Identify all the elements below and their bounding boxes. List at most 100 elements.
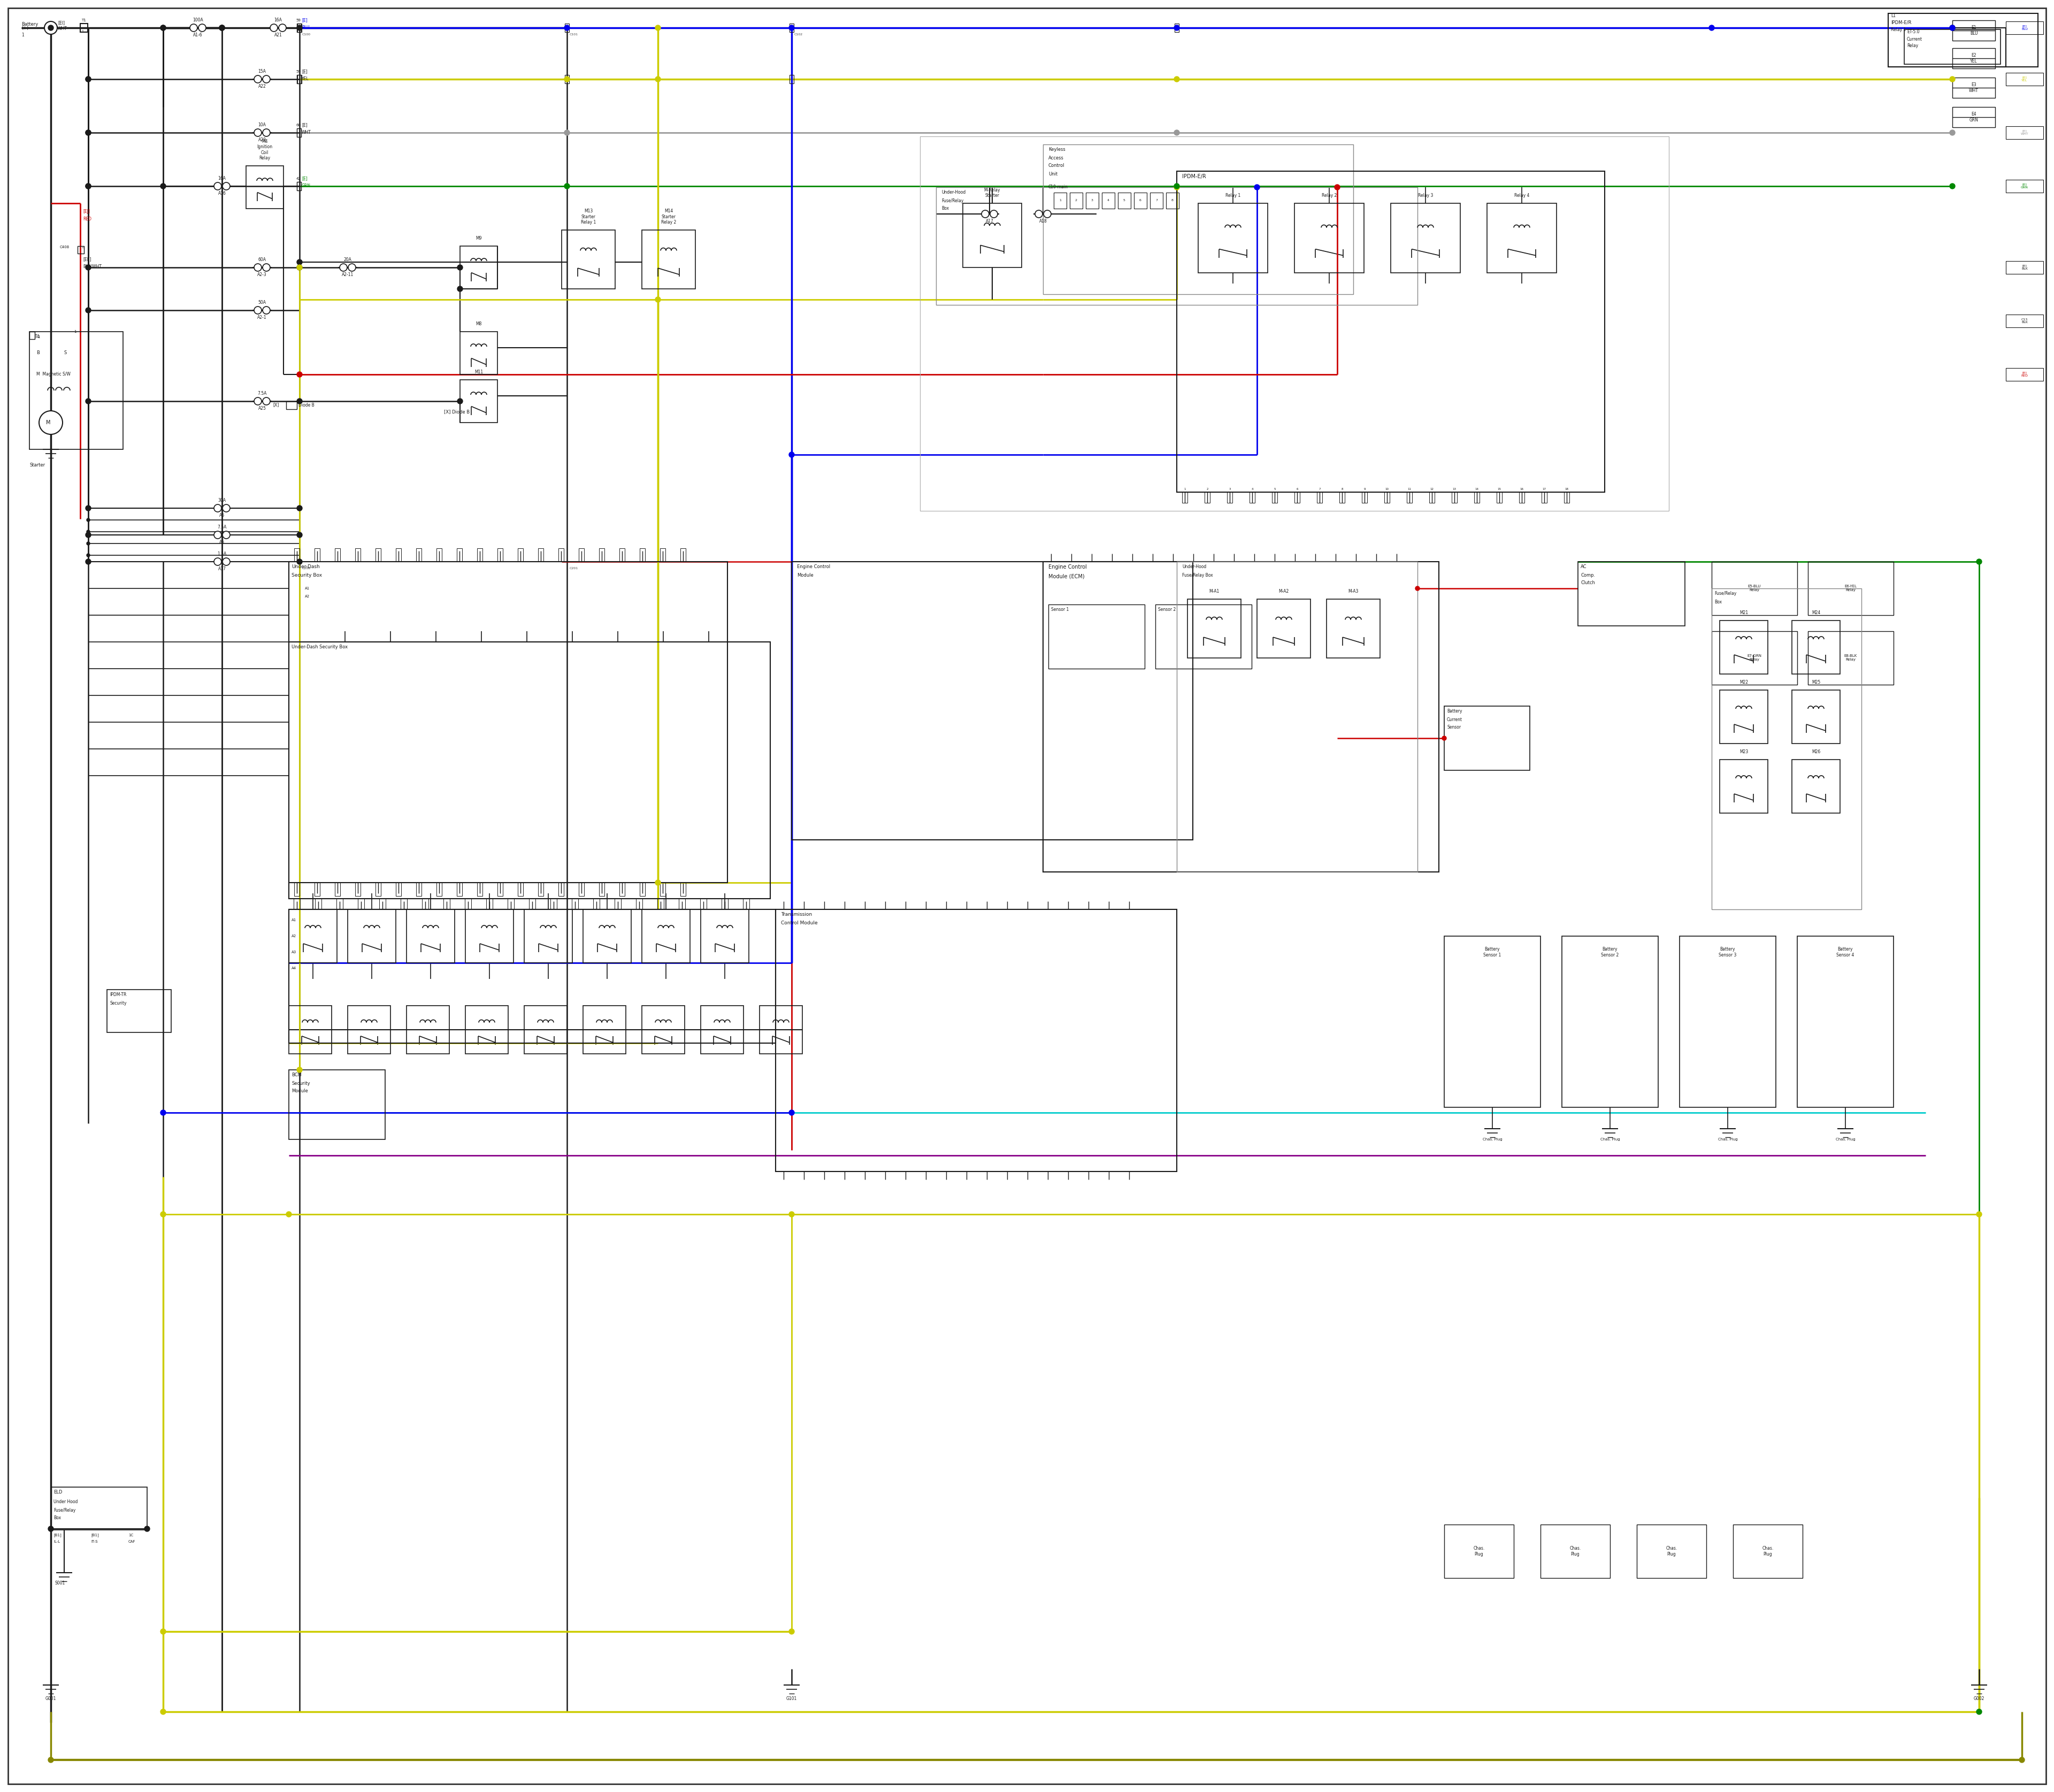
Text: M25: M25	[1812, 679, 1820, 685]
Bar	[700, 909, 750, 962]
Text: Sensor 1: Sensor 1	[1052, 607, 1068, 613]
Text: [E]
YEL: [E] YEL	[2021, 77, 2027, 82]
Bar	[583, 1005, 626, 1054]
Bar	[559, 548, 563, 561]
Text: RED: RED	[82, 217, 92, 222]
Text: Sensor 2: Sensor 2	[1158, 607, 1175, 613]
Bar	[1444, 1525, 1514, 1579]
Text: [E]
BLU: [E] BLU	[2021, 25, 2027, 30]
Text: A5: A5	[220, 539, 224, 545]
Text: A2: A2	[292, 934, 296, 937]
Text: 10A: 10A	[259, 124, 267, 127]
Circle shape	[222, 530, 230, 539]
Text: Under-Dash: Under-Dash	[292, 564, 320, 570]
Bar	[290, 1005, 331, 1054]
Bar	[1362, 493, 1368, 504]
Circle shape	[86, 507, 90, 509]
Circle shape	[1175, 25, 1179, 30]
Bar	[29, 332, 123, 450]
Circle shape	[86, 183, 90, 188]
Circle shape	[789, 25, 795, 30]
Text: Comp.: Comp.	[1582, 573, 1596, 577]
Circle shape	[220, 25, 224, 30]
Text: 1C: 1C	[127, 1534, 134, 1538]
Circle shape	[86, 554, 90, 557]
Text: 16: 16	[1520, 487, 1524, 491]
Text: C201: C201	[569, 566, 579, 570]
Bar	[2007, 367, 2044, 382]
Text: [E]: [E]	[302, 176, 308, 181]
Text: AC: AC	[1582, 564, 1588, 570]
Circle shape	[214, 504, 222, 513]
Text: E2
YEL: E2 YEL	[1970, 54, 1978, 63]
Bar	[680, 883, 686, 896]
Text: 15A: 15A	[259, 70, 267, 73]
Text: (+): (+)	[21, 25, 29, 30]
Text: A2-3: A2-3	[257, 272, 267, 278]
Bar	[1577, 561, 1684, 625]
Bar	[538, 883, 544, 896]
Bar	[298, 129, 302, 136]
Bar	[1204, 493, 1210, 504]
Bar	[1791, 690, 1840, 744]
Text: M26: M26	[1812, 749, 1820, 754]
Circle shape	[160, 1629, 166, 1634]
Circle shape	[160, 25, 166, 30]
Circle shape	[298, 260, 302, 265]
Text: Relay 2: Relay 2	[1321, 194, 1337, 197]
Bar	[700, 1005, 744, 1054]
Bar	[355, 883, 362, 896]
Bar	[460, 380, 497, 423]
Text: Battery
Sensor 4: Battery Sensor 4	[1836, 946, 1855, 957]
Bar	[2007, 179, 2044, 192]
Circle shape	[214, 557, 222, 566]
Circle shape	[160, 25, 166, 30]
Text: 16A: 16A	[218, 176, 226, 181]
Bar	[1808, 631, 1894, 685]
Bar	[294, 883, 300, 896]
Text: 60: 60	[296, 124, 300, 127]
Circle shape	[789, 1629, 795, 1634]
Text: Fuse/Relay Box: Fuse/Relay Box	[1183, 573, 1214, 577]
Circle shape	[1709, 25, 1715, 30]
Text: E4
GRN: E4 GRN	[1970, 111, 1978, 122]
Bar	[80, 23, 88, 32]
Bar	[1637, 1525, 1707, 1579]
Bar	[1719, 690, 1768, 744]
Bar	[1183, 493, 1187, 504]
Bar	[1150, 192, 1163, 208]
Bar	[347, 1005, 390, 1054]
Circle shape	[2019, 1758, 2025, 1763]
Bar	[565, 75, 569, 84]
Circle shape	[1949, 183, 1955, 188]
Text: 14: 14	[1475, 487, 1479, 491]
Bar	[550, 898, 557, 909]
Bar	[2007, 262, 2044, 274]
Circle shape	[298, 532, 302, 538]
Text: M-A1: M-A1	[1210, 590, 1220, 593]
Text: Relay 3: Relay 3	[1417, 194, 1434, 197]
Bar	[1540, 1525, 1610, 1579]
Bar	[1452, 493, 1456, 504]
Text: Chas. Plug: Chas. Plug	[1717, 1138, 1738, 1142]
Bar	[1563, 493, 1569, 504]
Bar	[614, 898, 620, 909]
Text: A3: A3	[292, 950, 296, 953]
Bar	[1043, 561, 1440, 873]
Text: 59: 59	[296, 70, 300, 73]
Text: IPDM-E/R: IPDM-E/R	[1183, 174, 1206, 179]
Bar	[1543, 493, 1547, 504]
Text: M9: M9	[477, 237, 483, 240]
Circle shape	[349, 263, 355, 271]
Bar	[335, 883, 341, 896]
Bar	[314, 898, 322, 909]
Text: ET-5.0: ET-5.0	[1906, 30, 1920, 34]
Text: BCM: BCM	[292, 1073, 302, 1077]
Circle shape	[298, 1068, 302, 1073]
Text: Relay 1: Relay 1	[1892, 27, 1906, 32]
Bar	[477, 548, 483, 561]
Circle shape	[1949, 77, 1955, 82]
Circle shape	[255, 263, 261, 271]
Text: [E]: [E]	[302, 18, 308, 23]
Text: Under-Hood: Under-Hood	[1183, 564, 1206, 570]
